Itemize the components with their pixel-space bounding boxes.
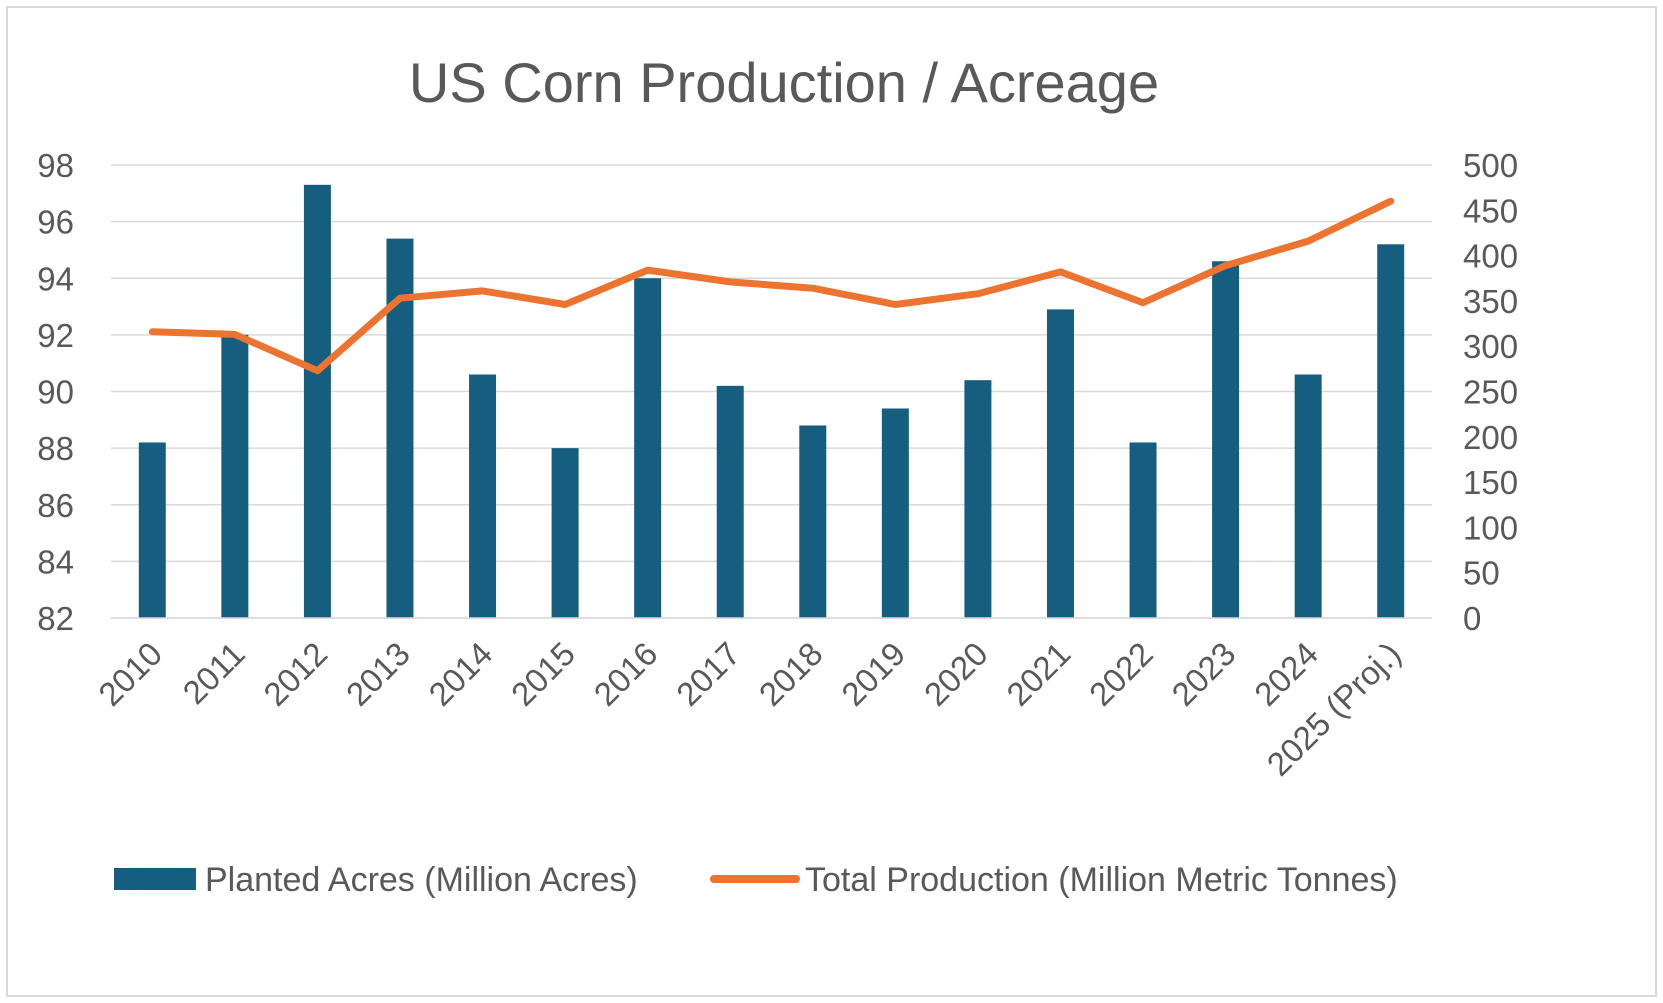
x-axis-tick-label: 2022 [1082, 635, 1160, 713]
x-axis-tick-label: 2018 [752, 635, 830, 713]
right-axis-tick-label: 400 [1463, 238, 1518, 275]
right-axis-tick-label: 0 [1463, 600, 1481, 637]
bar-planted-acres [634, 278, 662, 618]
x-axis-tick-label: 2021 [999, 635, 1077, 713]
legend-swatch-planted-acres [114, 868, 196, 890]
left-axis-ticks: 82 84 86 88 90 92 94 96 98 [37, 147, 74, 637]
x-axis-tick-label: 2015 [504, 635, 582, 713]
bar-planted-acres [1129, 442, 1157, 618]
bar-planted-acres [716, 385, 744, 618]
line-series [148, 197, 1395, 375]
chart-frame: US Corn Production / Acreage 82 84 86 88 90 9… [6, 6, 1657, 997]
left-axis-tick-label: 92 [37, 317, 74, 354]
x-axis-tick-label: 2012 [256, 635, 334, 713]
right-axis-tick-label: 50 [1463, 555, 1500, 592]
bar-planted-acres [221, 334, 249, 618]
left-axis-tick-label: 94 [37, 260, 74, 297]
legend-label-total-production: Total Production (Million Metric Tonnes) [805, 861, 1398, 899]
bar-planted-acres [469, 374, 497, 618]
bar-planted-acres [881, 408, 909, 618]
legend-label-planted-acres: Planted Acres (Million Acres) [205, 861, 638, 899]
x-axis-tick-label: 2011 [175, 635, 251, 711]
line-total-production [148, 197, 1395, 375]
left-axis-tick-label: 88 [37, 430, 74, 467]
x-axis-ticks: 2010 2011 2012 2013 2014 2015 2016 2017 2018 2019… [91, 617, 1432, 783]
x-axis-tick-label: 2016 [587, 635, 665, 713]
x-axis-tick-label: 2024 [1247, 635, 1325, 713]
bar-planted-acres [799, 425, 827, 618]
x-axis-tick-label: 2023 [1164, 635, 1242, 713]
left-axis-tick-label: 90 [37, 374, 74, 411]
x-axis-tick-label: 2013 [339, 635, 417, 713]
x-axis-tick-label: 2020 [917, 635, 995, 713]
left-axis-tick-label: 98 [37, 147, 74, 184]
chart-svg: US Corn Production / Acreage 82 84 86 88 90 9… [37, 51, 1518, 899]
x-axis-tick-label: 2010 [91, 635, 169, 713]
right-axis-tick-label: 300 [1463, 328, 1518, 365]
x-axis-tick-label: 2019 [834, 635, 912, 713]
left-axis-tick-label: 84 [37, 543, 74, 580]
right-axis-tick-label: 500 [1463, 147, 1518, 184]
left-axis-tick-label: 86 [37, 487, 74, 524]
legend: Planted Acres (Million Acres) Total Prod… [114, 861, 1398, 899]
right-axis-ticks: 0 50 100 150 200 250 300 350 400 450 500 [1463, 147, 1518, 637]
right-axis-tick-label: 100 [1463, 509, 1518, 546]
right-axis-tick-label: 250 [1463, 374, 1518, 411]
right-axis-tick-label: 150 [1463, 464, 1518, 501]
x-axis-tick-label: 2014 [421, 635, 499, 713]
right-axis-tick-label: 350 [1463, 283, 1518, 320]
bar-planted-acres [1046, 309, 1074, 618]
bar-planted-acres [1377, 244, 1405, 618]
left-axis-tick-label: 82 [37, 600, 74, 637]
chart-title: US Corn Production / Acreage [409, 51, 1159, 114]
x-axis-tick-label: 2017 [669, 635, 747, 713]
bar-planted-acres [303, 184, 331, 618]
right-axis-tick-label: 200 [1463, 419, 1518, 456]
bar-planted-acres [1212, 261, 1240, 618]
bar-planted-acres [964, 380, 992, 618]
right-axis-tick-label: 450 [1463, 192, 1518, 229]
bar-planted-acres [551, 448, 579, 618]
bar-series [138, 184, 1405, 619]
gridlines [111, 164, 1432, 619]
bar-planted-acres [1294, 374, 1322, 618]
bar-planted-acres [138, 442, 166, 618]
left-axis-tick-label: 96 [37, 204, 74, 241]
